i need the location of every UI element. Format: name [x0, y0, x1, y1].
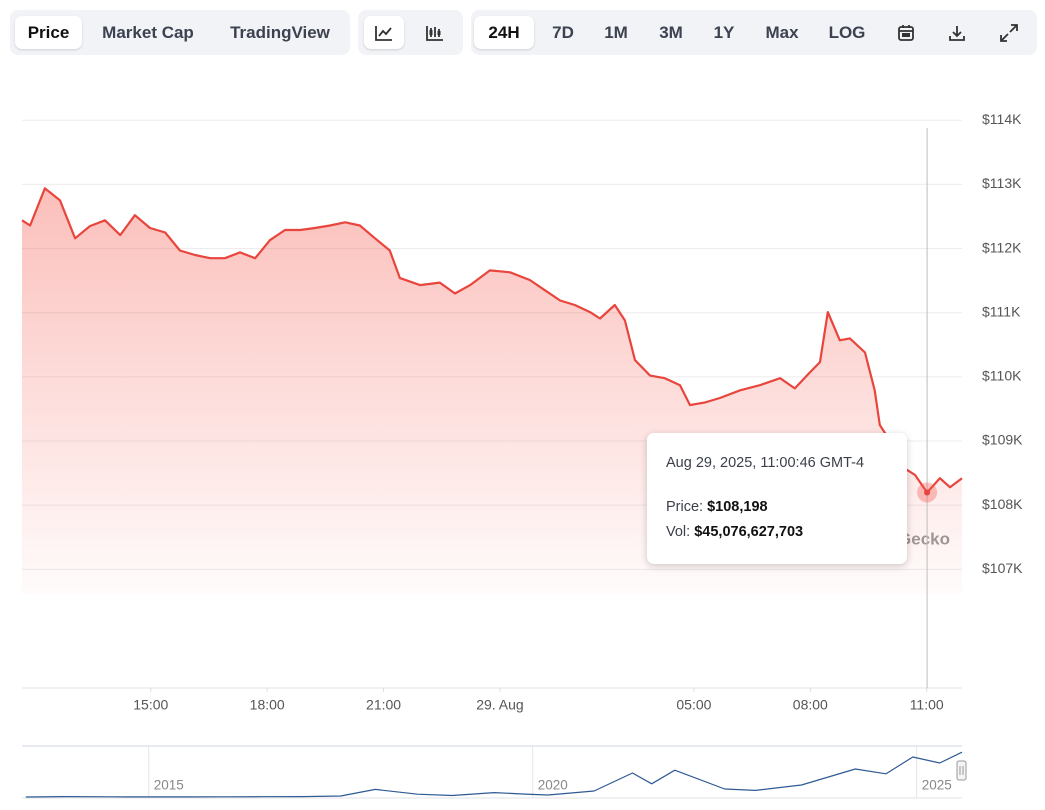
- toolbar-button[interactable]: Max: [765, 23, 799, 42]
- x-tick-label: 05:00: [676, 697, 711, 713]
- candle-icon: [426, 25, 443, 41]
- y-tick-label: $109K: [982, 432, 1023, 448]
- navigator-handle: [956, 760, 967, 781]
- toolbar-button[interactable]: 7D: [552, 23, 574, 42]
- x-tick-label: 18:00: [250, 697, 285, 713]
- navigator-tick-label: 2020: [538, 778, 568, 793]
- price-line: [21, 187, 963, 494]
- y-tick-label: $113K: [982, 175, 1022, 191]
- tooltip-date: Aug 29, 2025, 11:00:46 GMT-4: [666, 455, 865, 471]
- tooltip-label: Price:: [666, 499, 704, 515]
- navigator-tick-label: 2025: [922, 778, 952, 793]
- tooltip-volume: Vol: $45,076,627,703: [666, 524, 803, 540]
- expand-icon: [1000, 23, 1018, 42]
- x-tick-label: 15:00: [133, 697, 168, 713]
- navigator-tick-label: 2015: [154, 778, 184, 793]
- toolbar-button[interactable]: 1Y: [713, 23, 735, 42]
- line-icon: [375, 25, 392, 41]
- tooltip-label: Vol:: [666, 524, 691, 540]
- x-tick-label: 11:00: [910, 697, 944, 713]
- toolbar-button[interactable]: LOG: [828, 23, 866, 42]
- y-tick-label: $108K: [982, 496, 1023, 512]
- tooltip-price: Price: $108,198: [666, 499, 768, 515]
- hover-dot: [924, 489, 931, 496]
- calendar-icon: [898, 24, 914, 41]
- y-tick-label: $114K: [982, 111, 1022, 127]
- download-icon: [949, 25, 965, 41]
- x-tick-label: 08:00: [793, 697, 828, 713]
- y-tick-label: $110K: [982, 368, 1022, 384]
- range-group: 24H 7D 1M 3M 1Y Max LOG: [471, 10, 1037, 55]
- x-tick-label: 29. Aug: [476, 697, 524, 713]
- toolbar-button[interactable]: TradingView: [230, 23, 330, 42]
- toolbar-button[interactable]: 3M: [659, 23, 683, 42]
- fullscreen-button[interactable]: [989, 16, 1029, 49]
- y-tick-label: $107K: [982, 560, 1023, 576]
- tab-group: Price Market Cap TradingView: [10, 10, 350, 55]
- toolbar-button[interactable]: Price: [15, 16, 82, 49]
- calendar-button[interactable]: [886, 16, 926, 49]
- navigator-handle-grip: [959, 766, 964, 775]
- candle-chart-button[interactable]: [415, 16, 455, 49]
- toolbar-button[interactable]: 24H: [474, 16, 534, 49]
- tooltip: Aug 29, 2025, 11:00:46 GMT-4 Price: $108…: [647, 433, 907, 564]
- line-chart-button[interactable]: [364, 16, 404, 49]
- toolbar-button[interactable]: Market Cap: [102, 23, 194, 42]
- download-button[interactable]: [937, 16, 977, 49]
- navigator-line: [25, 751, 963, 798]
- chart-style-group: [358, 10, 463, 55]
- toolbar-button[interactable]: 1M: [604, 23, 628, 42]
- tooltip-value: $45,076,627,703: [694, 524, 804, 540]
- y-tick-label: $112K: [982, 239, 1022, 255]
- x-tick-label: 21:00: [366, 697, 401, 713]
- tooltip-value: $108,198: [707, 499, 768, 515]
- y-tick-label: $111K: [982, 303, 1021, 319]
